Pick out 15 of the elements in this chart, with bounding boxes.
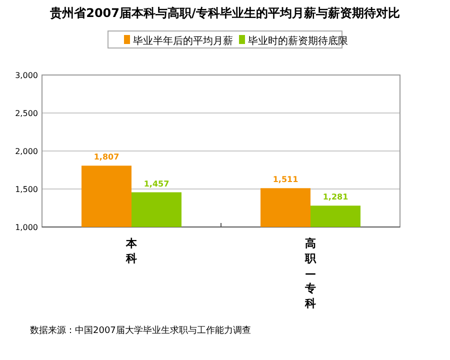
y-tick-label: 1,000 — [15, 223, 38, 232]
data-label: 1,807 — [94, 152, 120, 162]
source-note: 数据来源：中国2007届大学毕业生求职与工作能力调查 — [30, 325, 251, 336]
y-tick-label: 2,000 — [15, 147, 38, 156]
data-label: 1,457 — [144, 179, 170, 188]
y-tick-label: 3,000 — [15, 71, 38, 80]
legend-label: 毕业半年后的平均月薪 — [133, 35, 233, 47]
y-tick-label: 1,500 — [15, 185, 38, 194]
legend-label: 毕业时的薪资期待底限 — [248, 35, 348, 47]
data-label: 1,511 — [272, 175, 299, 184]
data-label: 1,281 — [322, 192, 349, 202]
x-tick-label: 高职—专科 — [304, 237, 317, 310]
x-tick-label: 本科 — [125, 237, 138, 265]
chart-title: 贵州省2007届本科与高职/专科毕业生的平均月薪与薪资期待对比 — [49, 6, 400, 20]
y-tick-label: 2,500 — [15, 109, 38, 118]
